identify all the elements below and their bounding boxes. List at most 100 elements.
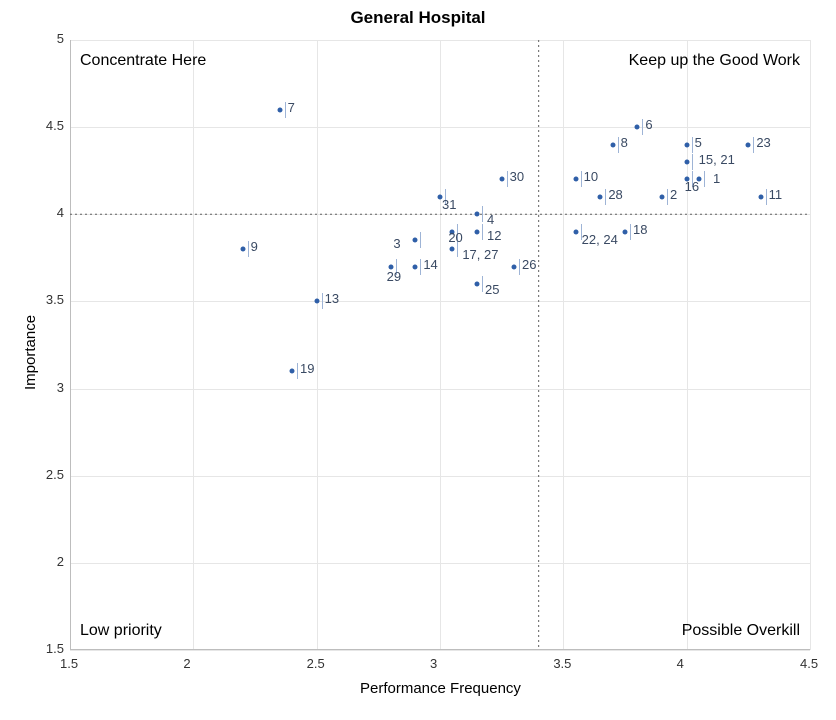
data-point-label: 3 (393, 236, 400, 251)
label-leader (692, 137, 693, 153)
y-gridline (70, 563, 810, 564)
data-point (499, 177, 504, 182)
data-point-label: 12 (487, 228, 501, 243)
data-point (660, 194, 665, 199)
data-point-label: 26 (522, 257, 536, 272)
y-tick-label: 4.5 (40, 118, 64, 133)
data-point (413, 264, 418, 269)
data-point (240, 247, 245, 252)
label-leader (618, 137, 619, 153)
data-point-label: 13 (325, 291, 339, 306)
quadrant-label-top-left: Concentrate Here (80, 52, 206, 70)
x-tick-label: 2.5 (307, 656, 325, 671)
data-point-label: 6 (645, 117, 652, 132)
label-leader (704, 171, 705, 187)
data-point-label: 30 (510, 169, 524, 184)
quadrant-label-bottom-left: Low priority (80, 622, 162, 640)
y-axis-title: Importance (22, 315, 39, 390)
x-gridline (193, 40, 194, 650)
label-leader (322, 293, 323, 309)
data-point (684, 160, 689, 165)
label-leader (482, 206, 483, 222)
label-leader (482, 224, 483, 240)
data-point-label: 5 (695, 135, 702, 150)
y-gridline (70, 301, 810, 302)
data-point (573, 229, 578, 234)
x-gridline (687, 40, 688, 650)
data-point-label: 28 (608, 187, 622, 202)
data-point (598, 194, 603, 199)
y-tick-label: 3 (40, 380, 64, 395)
label-leader (581, 171, 582, 187)
y-axis-line (70, 40, 71, 650)
data-point-label: 9 (251, 239, 258, 254)
y-tick-label: 2.5 (40, 467, 64, 482)
x-gridline (563, 40, 564, 650)
y-gridline (70, 650, 810, 651)
chart-container: General Hospital 1.522.533.544.51.522.53… (0, 0, 836, 720)
x-tick-label: 4.5 (800, 656, 818, 671)
chart-title: General Hospital (0, 8, 836, 28)
y-tick-label: 2 (40, 554, 64, 569)
label-leader (420, 259, 421, 275)
data-point-label: 15, 21 (699, 152, 735, 167)
data-point-label: 25 (485, 282, 499, 297)
y-tick-label: 3.5 (40, 292, 64, 307)
x-gridline (810, 40, 811, 650)
data-point (413, 238, 418, 243)
data-point-label: 18 (633, 222, 647, 237)
data-point (475, 282, 480, 287)
data-point-label: 11 (769, 187, 783, 202)
x-tick-label: 4 (677, 656, 684, 671)
data-point (684, 142, 689, 147)
x-gridline (317, 40, 318, 650)
y-tick-label: 5 (40, 31, 64, 46)
plot-area: 1.522.533.544.51.522.533.544.55Concentra… (70, 40, 810, 650)
label-leader (297, 363, 298, 379)
label-leader (642, 119, 643, 135)
data-point-label: 16 (685, 179, 699, 194)
x-tick-label: 3 (430, 656, 437, 671)
label-leader (766, 189, 767, 205)
data-point (290, 369, 295, 374)
data-point (314, 299, 319, 304)
x-tick-label: 1.5 (60, 656, 78, 671)
label-leader (248, 241, 249, 257)
data-point (475, 212, 480, 217)
x-tick-label: 3.5 (553, 656, 571, 671)
label-leader (482, 276, 483, 292)
y-gridline (70, 40, 810, 41)
label-leader (605, 189, 606, 205)
label-leader (692, 154, 693, 170)
data-point (758, 194, 763, 199)
y-gridline (70, 214, 810, 215)
x-gridline (440, 40, 441, 650)
data-point (623, 229, 628, 234)
label-leader (753, 137, 754, 153)
data-point (573, 177, 578, 182)
label-leader (667, 189, 668, 205)
data-point-label: 8 (621, 135, 628, 150)
y-gridline (70, 389, 810, 390)
quadrant-label-bottom-right: Possible Overkill (682, 622, 800, 640)
data-point-label: 17, 27 (462, 247, 498, 262)
data-point-label: 1 (713, 171, 720, 186)
data-point (610, 142, 615, 147)
y-gridline (70, 476, 810, 477)
data-point (475, 229, 480, 234)
y-gridline (70, 127, 810, 128)
data-point-label: 2 (670, 187, 677, 202)
data-point-label: 10 (584, 169, 598, 184)
data-point-label: 31 (442, 197, 456, 212)
label-leader (420, 232, 421, 248)
x-axis-title: Performance Frequency (360, 680, 521, 697)
label-leader (285, 102, 286, 118)
data-point (450, 247, 455, 252)
data-point-label: 4 (487, 212, 494, 227)
data-point-label: 22, 24 (582, 232, 618, 247)
x-tick-label: 2 (183, 656, 190, 671)
label-leader (519, 259, 520, 275)
label-leader (507, 171, 508, 187)
data-point (277, 107, 282, 112)
data-point-label: 7 (288, 100, 295, 115)
